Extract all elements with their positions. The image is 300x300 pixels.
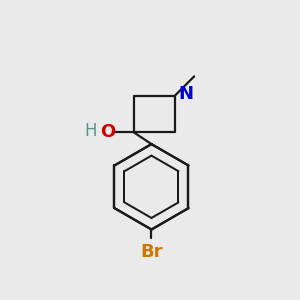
Text: H: H [85, 122, 98, 140]
Text: O: O [100, 123, 115, 141]
Text: Br: Br [140, 243, 163, 261]
Text: N: N [178, 85, 193, 103]
